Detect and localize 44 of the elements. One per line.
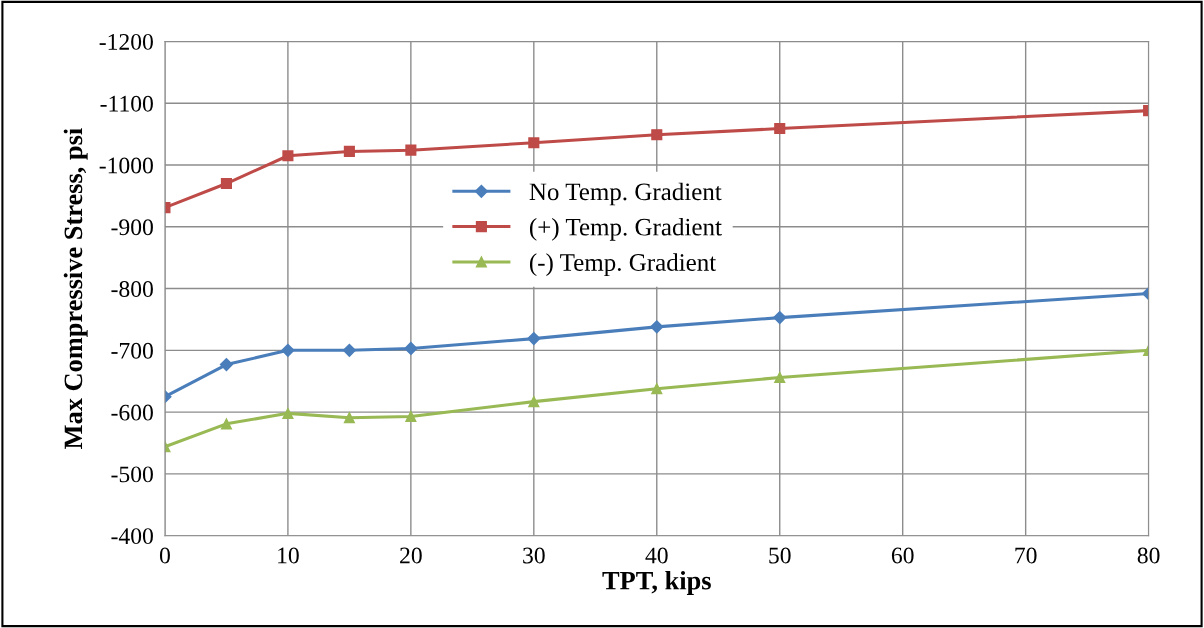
point [773,311,787,325]
point [220,418,232,430]
point [651,383,663,395]
point [342,343,356,357]
y-tick-label: -1100 [100,95,153,112]
point [528,137,540,149]
legend-label: No Temp. Gradient [529,182,722,206]
legend-label: (-) Temp. Gradient [529,253,717,276]
legend-label: (+) Temp. Gradient [529,218,722,241]
point [650,320,664,334]
point [281,343,295,357]
point [774,371,786,384]
y-tick-label: -700 [111,342,153,359]
x-axis-title: TPT, kips [602,570,711,595]
point [282,407,294,419]
point [528,396,540,408]
point [220,177,232,190]
point [343,412,355,424]
x-tick-label: 30 [523,547,545,564]
point [343,145,355,157]
y-tick-label: -900 [111,219,153,236]
x-tick-label: 60 [891,547,914,564]
y-tick-label: -1000 [99,157,153,174]
x-tick-label: 70 [1015,547,1037,564]
point [219,357,234,372]
x-tick-label: 20 [400,547,422,564]
x-tick-label: 0 [159,547,170,564]
x-tick-label: 40 [645,547,668,564]
y-tick-label: -800 [111,281,153,297]
point [405,144,417,156]
y-tick-label: -1200 [99,33,153,50]
y-tick-label: -400 [111,528,153,545]
y-tick-label: -600 [111,404,153,421]
point [651,129,663,141]
x-tick-label: 10 [278,547,299,564]
point [774,123,786,135]
point [404,341,418,356]
point [527,332,541,346]
x-tick-label: 80 [1137,547,1160,564]
y-tick-label: -500 [111,466,153,483]
y-axis-title: Max Compressive Stress, psi [63,128,88,449]
point [405,410,417,423]
point [282,150,294,162]
x-tick-label: 50 [769,547,791,564]
